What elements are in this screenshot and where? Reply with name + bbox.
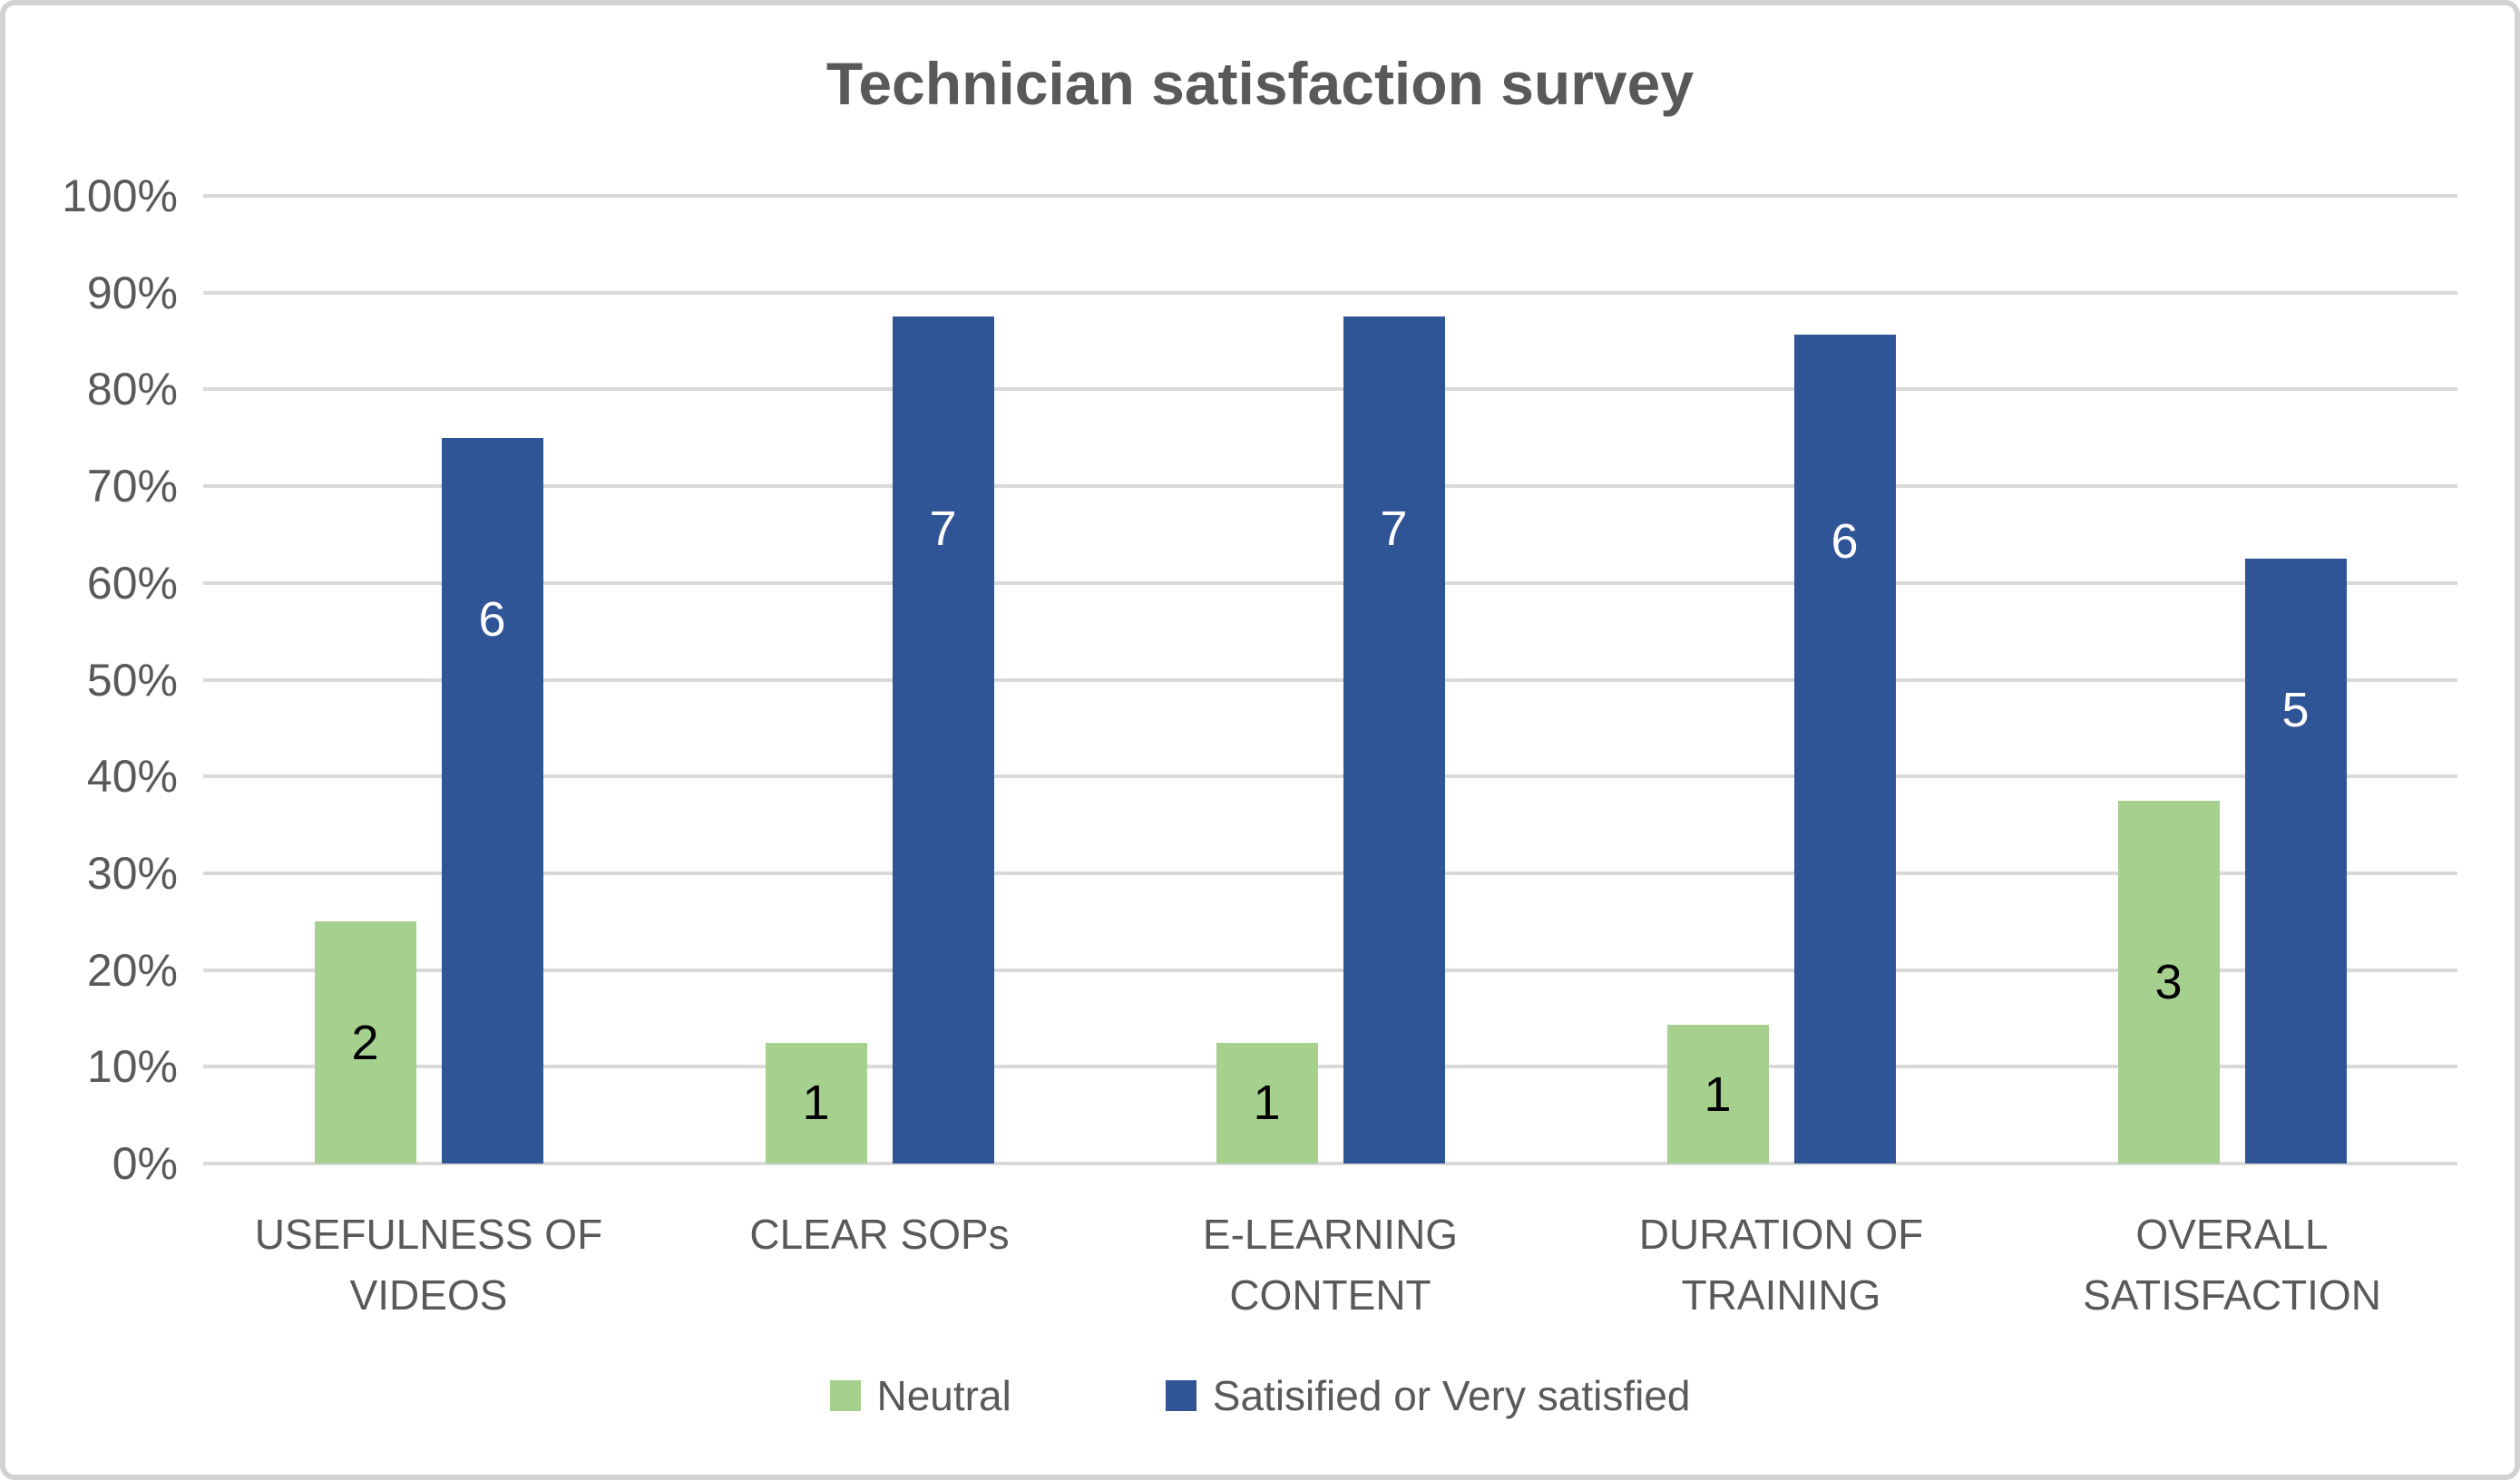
bar-value-label: 3 (2154, 954, 2183, 1009)
x-category-label-2: CLEAR SOPs (749, 1211, 1010, 1258)
y-axis: 0% 10% 20% 30% 40% 50% 60% 70% 80% 90% 100% (24, 173, 178, 1186)
bar-value-label: 6 (1831, 514, 1859, 570)
bar-neutral-5: 3 (2117, 800, 2220, 1164)
legend-swatch-neutral (829, 1380, 861, 1411)
bar-value-label: 7 (1380, 501, 1408, 556)
y-tick-label-10%: 10% (86, 1041, 178, 1093)
gridline-40% (203, 774, 2457, 779)
x-category-label-4: DURATION OF TRAINING (1638, 1211, 1924, 1319)
bar-value-label: 1 (802, 1076, 830, 1131)
bar-value-label: 2 (351, 1015, 379, 1070)
bar-satisfied-1: 6 (441, 437, 543, 1164)
x-axis-category-labels: USEFULNESS OF VIDEOS CLEAR SOPs E-LEARNING… (203, 1204, 2457, 1325)
y-tick-label-60%: 60% (86, 557, 178, 609)
legend-swatch-satisfied (1165, 1380, 1197, 1411)
y-tick-label-70%: 70% (86, 461, 178, 512)
gridline-0% (203, 1162, 2457, 1165)
bar-value-label: 7 (929, 501, 957, 556)
y-tick-label-20%: 20% (86, 944, 178, 996)
y-tick-label-50%: 50% (86, 654, 178, 706)
legend-item-satisfied: Satisified or Very satisfied (1165, 1371, 1691, 1420)
bar-neutral-2: 1 (765, 1042, 867, 1164)
gridline-10% (203, 1065, 2457, 1069)
gridline-70% (203, 484, 2457, 489)
y-tick-label-40%: 40% (86, 751, 178, 803)
gridline-90% (203, 290, 2457, 295)
legend-label-neutral: Neutral (876, 1372, 1011, 1419)
bar-neutral-4: 1 (1666, 1025, 1769, 1164)
legend-label-satisfied: Satisified or Very satisfied (1212, 1372, 1691, 1419)
x-category-label-1: USEFULNESS OF VIDEOS (254, 1211, 603, 1319)
gridline-60% (203, 580, 2457, 585)
bar-neutral-3: 1 (1216, 1042, 1318, 1164)
bar-satisfied-3: 7 (1343, 316, 1445, 1164)
bar-value-label: 1 (1704, 1066, 1732, 1122)
bar-neutral-1: 2 (314, 921, 416, 1164)
bar-satisfied-5: 5 (2244, 559, 2347, 1164)
bar-satisfied-4: 6 (1793, 334, 1896, 1164)
gridline-20% (203, 968, 2457, 972)
gridline-80% (203, 387, 2457, 392)
legend-item-neutral: Neutral (829, 1371, 1011, 1420)
gridline-100% (203, 194, 2457, 198)
gridline-50% (203, 677, 2457, 682)
gridline-30% (203, 871, 2457, 875)
bar-value-label: 1 (1253, 1076, 1281, 1131)
x-category-label-3: E-LEARNING CONTENT (1202, 1211, 1459, 1319)
y-tick-label-0%: 0% (112, 1138, 178, 1189)
chart-title: Technician satisfaction survey (825, 50, 1695, 117)
bar-satisfied-2: 7 (892, 316, 994, 1164)
y-tick-label-80%: 80% (86, 364, 178, 415)
bar-value-label: 6 (478, 591, 506, 647)
y-tick-label-30%: 30% (86, 847, 178, 899)
x-category-label-5: OVERALL SATISFACTION (2083, 1211, 2381, 1319)
chart-legend: Neutral Satisified or Very satisfied (5, 1371, 2515, 1420)
bar-value-label: 5 (2281, 682, 2310, 737)
y-tick-label-90%: 90% (86, 267, 178, 318)
y-tick-label-100%: 100% (62, 170, 178, 221)
